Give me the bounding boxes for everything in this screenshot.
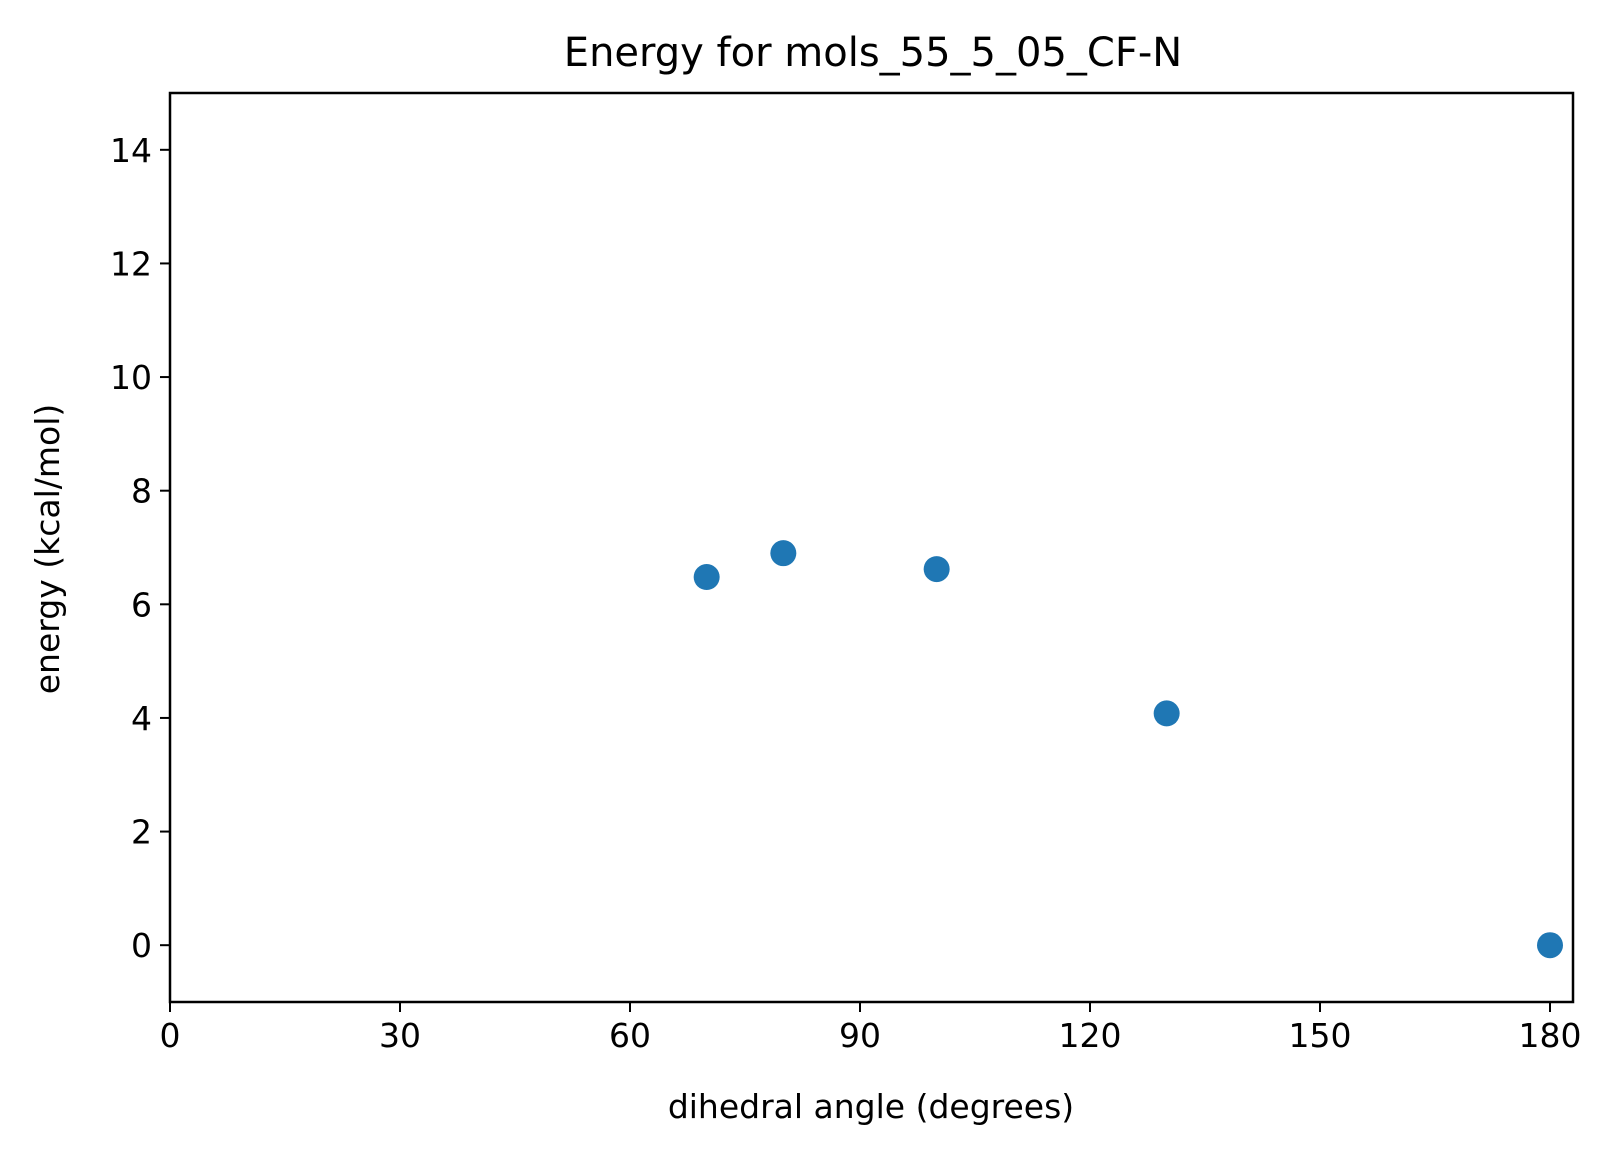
y-tick-label: 8 (131, 472, 152, 511)
x-axis: 0 30 60 90 120 150 180 (160, 1002, 1582, 1055)
y-tick-label: 10 (110, 358, 152, 397)
plot-area: 0 30 60 90 120 150 180 0 2 4 6 8 10 12 14 (110, 91, 1582, 1055)
y-tick-label: 2 (131, 813, 152, 852)
y-axis-label: energy (kcal/mol) (28, 404, 67, 695)
y-tick-label: 14 (110, 131, 152, 170)
scatter-point (1153, 700, 1180, 727)
x-tick-label: 60 (609, 1016, 651, 1055)
scatter-point (770, 540, 797, 567)
y-tick-label: 6 (131, 585, 152, 624)
scatter-point (923, 556, 950, 583)
y-axis: 0 2 4 6 8 10 12 14 (110, 131, 170, 965)
plot-frame (168, 91, 1575, 1004)
x-axis-label: dihedral angle (degrees) (668, 1087, 1074, 1126)
chart-title: Energy for mols_55_5_05_CF-N (564, 30, 1182, 76)
scatter-series (693, 540, 1563, 959)
x-tick-label: 30 (379, 1016, 421, 1055)
x-tick-label: 180 (1519, 1016, 1582, 1055)
scatter-point (1537, 932, 1563, 959)
x-tick-label: 90 (839, 1016, 881, 1055)
scatter-point (693, 564, 720, 591)
x-tick-label: 150 (1289, 1016, 1352, 1055)
y-tick-label: 4 (131, 699, 152, 738)
y-tick-label: 12 (110, 244, 152, 283)
y-tick-label: 0 (131, 926, 152, 965)
x-tick-label: 0 (160, 1016, 181, 1055)
x-tick-label: 120 (1059, 1016, 1122, 1055)
